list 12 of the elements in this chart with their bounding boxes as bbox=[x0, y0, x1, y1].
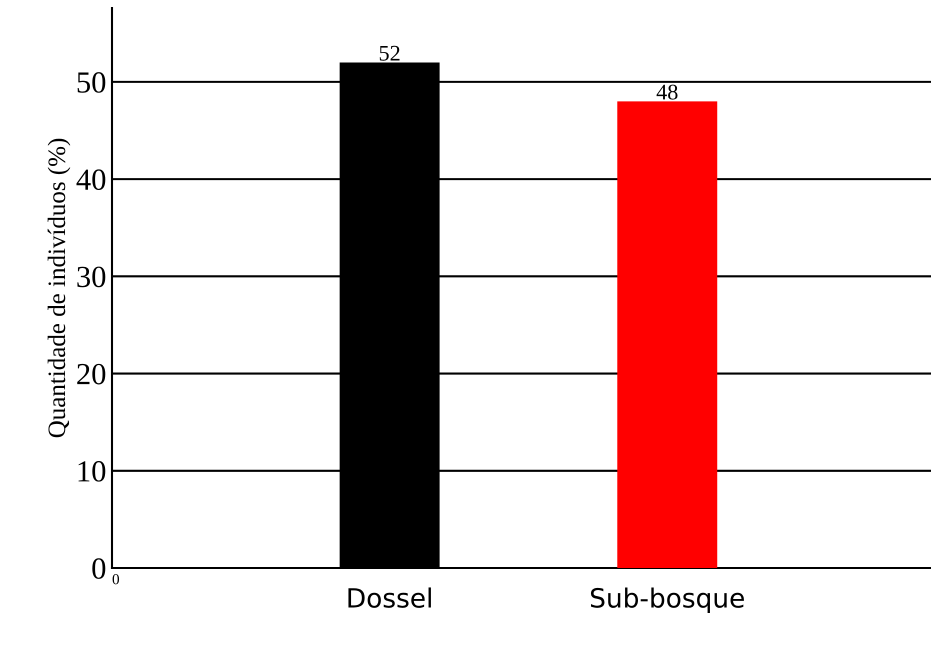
y-tick-label: 30 bbox=[77, 266, 106, 288]
y-tick-label: 0 bbox=[92, 558, 106, 579]
data-label: 48 bbox=[656, 84, 678, 100]
text: 0 bbox=[112, 574, 120, 584]
y-tick-label: 20 bbox=[77, 364, 106, 384]
x-tick-label: Sub-bosque bbox=[590, 587, 744, 613]
x-tick-label: Dossel bbox=[348, 587, 431, 608]
y-axis-title: Quantidade de indivíduos (%) bbox=[48, 138, 70, 438]
data-label: 52 bbox=[380, 46, 400, 61]
y-tick-label: 40 bbox=[76, 169, 106, 190]
y-tick-label: 10 bbox=[78, 461, 106, 482]
y-tick-label: 50 bbox=[78, 72, 106, 93]
